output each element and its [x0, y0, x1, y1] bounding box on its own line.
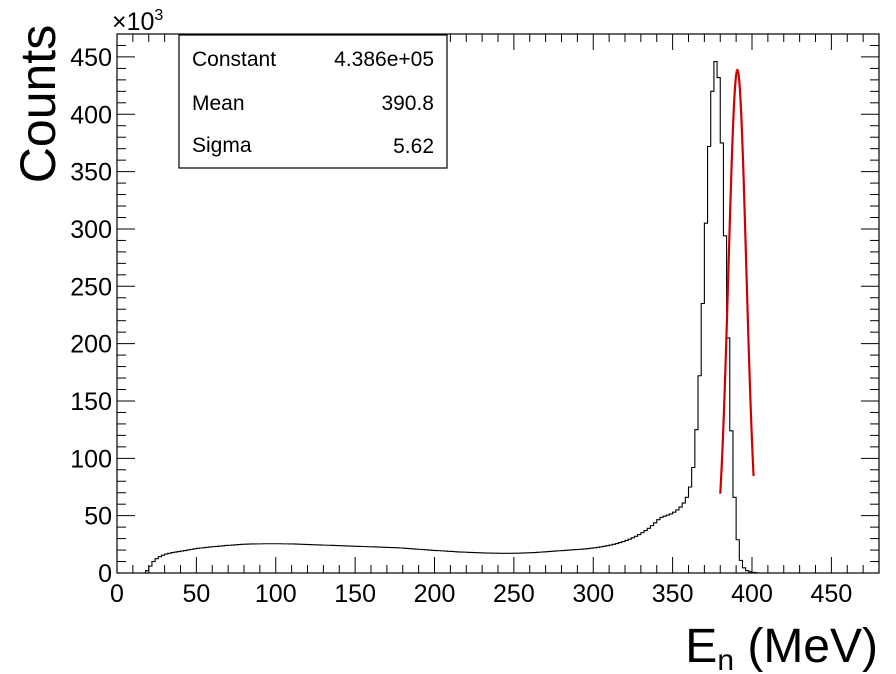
y-multiplier-exponent: 3: [154, 7, 163, 24]
x-axis-title-subscript: n: [717, 644, 734, 674]
x-tick-label: 250: [493, 580, 535, 608]
y-tick-label: 100: [70, 445, 112, 473]
y-tick-label: 300: [70, 216, 112, 244]
y-tick-label: 250: [70, 273, 112, 301]
stats-row-constant-name: Constant: [192, 48, 276, 71]
x-tick-label: 400: [731, 580, 773, 608]
histogram-series: [145, 60, 759, 574]
x-tick-label: 450: [811, 580, 853, 608]
x-tick-label: 100: [255, 580, 297, 608]
fit-stats-box: Constant 4.386e+05 Mean 390.8 Sigma 5.62: [178, 34, 448, 169]
y-tick-label: 200: [70, 331, 112, 359]
x-axis-title-unit: (MeV): [734, 620, 878, 673]
stats-row-constant-value: 4.386e+05: [334, 48, 434, 71]
stats-box-frame: [178, 34, 448, 169]
x-tick-label: 150: [334, 580, 376, 608]
x-tick-label: 350: [652, 580, 694, 608]
y-multiplier: ×103: [112, 7, 163, 36]
gaussian-fit-curve: [719, 68, 755, 494]
stats-row-sigma-name: Sigma: [192, 134, 252, 157]
x-axis-title: En (MeV): [685, 620, 878, 674]
x-tick-label: 0: [110, 580, 124, 608]
stats-row-sigma-value: 5.62: [393, 135, 434, 158]
x-tick-label: 200: [414, 580, 456, 608]
y-tick-label: 450: [70, 44, 112, 72]
y-axis: 0 50 100 150 200 250 300 350 400 450: [70, 33, 879, 588]
y-axis-title: Counts: [10, 25, 66, 183]
x-tick-label: 50: [182, 580, 210, 608]
x-tick-label: 300: [572, 580, 614, 608]
stats-row-mean-value: 390.8: [381, 92, 434, 115]
y-tick-label: 50: [84, 503, 112, 531]
y-tick-label: 0: [98, 560, 112, 588]
y-multiplier-base: ×10: [112, 8, 154, 36]
x-axis-title-main: E: [685, 620, 717, 673]
y-tick-label: 400: [70, 101, 112, 129]
y-tick-label: 350: [70, 159, 112, 187]
stats-row-mean-name: Mean: [192, 92, 245, 115]
y-tick-label: 150: [70, 388, 112, 416]
